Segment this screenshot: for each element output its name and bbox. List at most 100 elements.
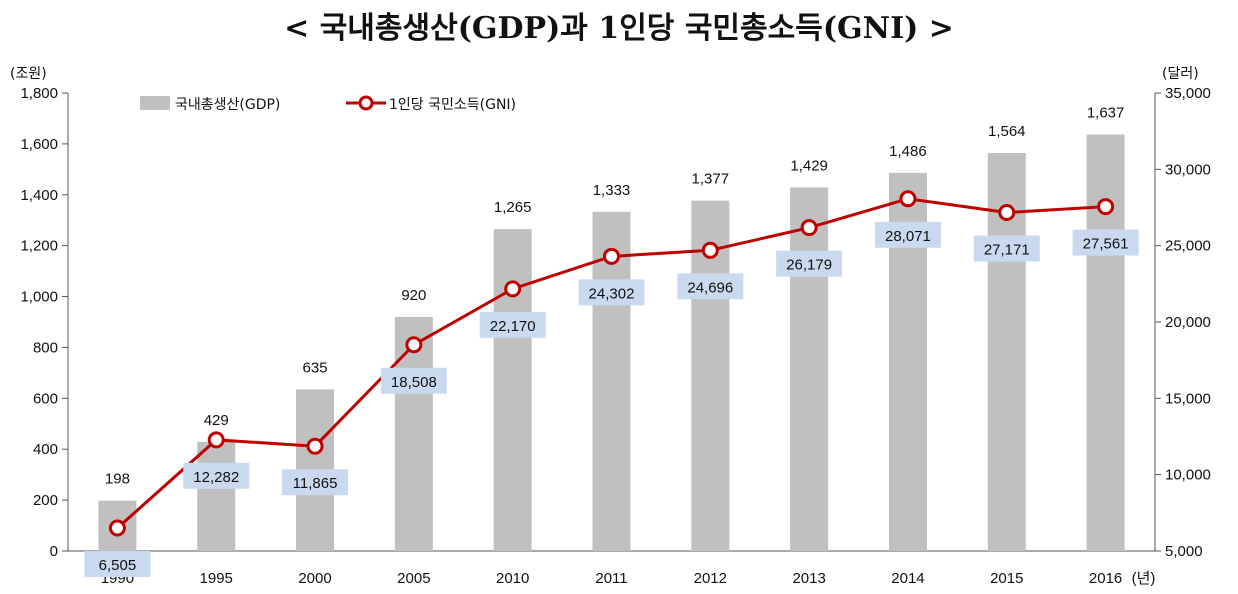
gdp-bar-label: 920 xyxy=(401,287,426,304)
y-left-tick-label: 0 xyxy=(50,543,58,560)
gni-point-label-group: 24,302 xyxy=(578,279,645,306)
gni-point-label-group: 11,865 xyxy=(282,469,349,496)
gdp-bar xyxy=(691,200,730,551)
y-left-tick-label: 1,400 xyxy=(20,187,58,204)
legend-swatch-gdp xyxy=(140,96,170,110)
gni-point-label-group: 18,508 xyxy=(380,367,447,394)
y-right-tick-label: 10,000 xyxy=(1165,467,1211,484)
gni-point xyxy=(701,241,719,259)
gni-point xyxy=(899,190,917,208)
gni-point-label: 24,302 xyxy=(589,285,635,302)
x-tick-label: 2013 xyxy=(792,570,825,587)
axes: 0 200 400 600 800 1,000 1,200 1,400 1,600 1,800 5,… xyxy=(20,85,1210,587)
gni-point xyxy=(1097,198,1115,216)
gni-point-label-group: 6,505 xyxy=(84,551,151,578)
gni-label-box xyxy=(874,221,941,248)
gni-point-label-group: 27,171 xyxy=(973,235,1040,262)
gni-point-label: 28,071 xyxy=(885,228,931,245)
gni-point-label-group: 24,696 xyxy=(677,273,744,300)
gni-point-label-group: 26,179 xyxy=(776,250,843,277)
gni-point xyxy=(306,437,324,455)
x-tick-label: 2011 xyxy=(595,570,627,587)
y-right-tick-label: 25,000 xyxy=(1165,238,1211,255)
y-left-tick-label: 1,200 xyxy=(20,238,58,255)
gdp-bar-label: 635 xyxy=(303,359,328,376)
gni-label-box xyxy=(1072,229,1139,256)
gdp-bar-label: 1,637 xyxy=(1087,104,1125,121)
gdp-bar-label: 198 xyxy=(105,471,130,488)
y-left-tick-label: 1,600 xyxy=(20,136,58,153)
x-tick-label: 2005 xyxy=(397,570,430,587)
gni-label-box xyxy=(84,551,151,578)
gni-point-label-group: 22,170 xyxy=(479,311,546,338)
x-tick-label: 1995 xyxy=(200,570,233,587)
gni-point xyxy=(603,247,620,265)
gni-point-label: 27,171 xyxy=(984,242,1030,259)
gdp-bar xyxy=(197,441,236,551)
legend: 국내총생산(GDP) 1인당 국민소득(GNI) xyxy=(140,95,516,113)
gdp-bar-label: 1,429 xyxy=(790,157,828,174)
gni-label-box xyxy=(677,273,744,300)
gni-point-label: 24,696 xyxy=(687,279,733,296)
y-left-tick-label: 600 xyxy=(33,390,58,407)
y-right-tick-label: 15,000 xyxy=(1165,390,1211,407)
x-tick-label: 2012 xyxy=(694,570,727,587)
gni-point-label: 6,505 xyxy=(99,557,137,574)
gni-point xyxy=(800,219,818,237)
gni-line-layer xyxy=(108,190,1115,537)
gni-label-box xyxy=(282,469,349,496)
gdp-bar-label: 1,333 xyxy=(593,182,631,199)
y-left-unit: (조원) xyxy=(10,66,47,82)
legend-label-gni: 1인당 국민소득(GNI) xyxy=(389,97,516,113)
gni-label-box xyxy=(578,279,645,306)
gdp-bar-label: 1,265 xyxy=(494,199,532,216)
x-tick-label: 2000 xyxy=(298,570,331,587)
y-right-tick-label: 30,000 xyxy=(1165,161,1211,178)
gni-point-label: 22,170 xyxy=(490,318,536,335)
gni-point-label: 26,179 xyxy=(786,257,832,274)
gni-point xyxy=(108,519,126,537)
gni-label-box xyxy=(973,235,1040,262)
gni-line-labels: 6,505 12,282 11,865 18,508 22,170 24,302 24,69… xyxy=(84,221,1139,578)
legend-label-gdp: 국내총생산(GDP) xyxy=(175,97,280,113)
gni-label-box xyxy=(776,250,843,277)
gdp-bar-label: 1,564 xyxy=(988,123,1026,140)
gni-point-label: 18,508 xyxy=(391,374,437,391)
gni-point-label-group: 27,561 xyxy=(1072,229,1139,256)
gdp-bar xyxy=(790,187,829,551)
x-tick-label: 2014 xyxy=(891,570,924,587)
gni-point-label: 12,282 xyxy=(193,469,239,486)
y-left-tick-label: 1,000 xyxy=(20,289,58,306)
gni-point-label-group: 28,071 xyxy=(874,221,941,248)
y-left-tick-label: 400 xyxy=(33,441,58,458)
gni-label-box xyxy=(183,462,250,489)
y-left-tick-label: 800 xyxy=(33,339,58,356)
gni-point xyxy=(405,336,423,354)
y-right-tick-label: 20,000 xyxy=(1165,314,1211,331)
y-right-tick-label: 5,000 xyxy=(1165,543,1203,560)
gdp-bar-label: 1,377 xyxy=(692,171,730,188)
gdp-bar xyxy=(592,211,631,551)
gni-point-label-group: 12,282 xyxy=(183,462,250,489)
gni-point xyxy=(504,280,522,298)
chart-title: < 국내총생산(GDP)과 1인당 국민총소득(GNI) > xyxy=(284,11,954,46)
y-left-tick-label: 200 xyxy=(33,492,58,509)
gdp-bar xyxy=(1086,134,1125,552)
y-left-tick-label: 1,800 xyxy=(20,85,58,102)
gni-label-box xyxy=(380,367,447,394)
gni-label-box xyxy=(479,311,546,338)
gni-point-label: 11,865 xyxy=(293,475,338,492)
gdp-bar-label: 1,486 xyxy=(889,143,927,160)
gni-point xyxy=(998,204,1016,222)
gni-point-label: 27,561 xyxy=(1083,236,1129,253)
x-tick-label: 2015 xyxy=(990,570,1023,587)
y-right-tick-label: 35,000 xyxy=(1165,85,1211,102)
gdp-bar-labels: 198 429 635 920 1,265 1,333 1,377 1,429 1,486 1,5… xyxy=(105,104,1124,487)
gni-point xyxy=(207,431,225,449)
x-tick-label: 2016 xyxy=(1089,570,1122,587)
gdp-bar xyxy=(493,229,532,551)
x-axis-unit: (년) xyxy=(1132,570,1156,587)
y-right-unit: (달러) xyxy=(1162,66,1199,82)
